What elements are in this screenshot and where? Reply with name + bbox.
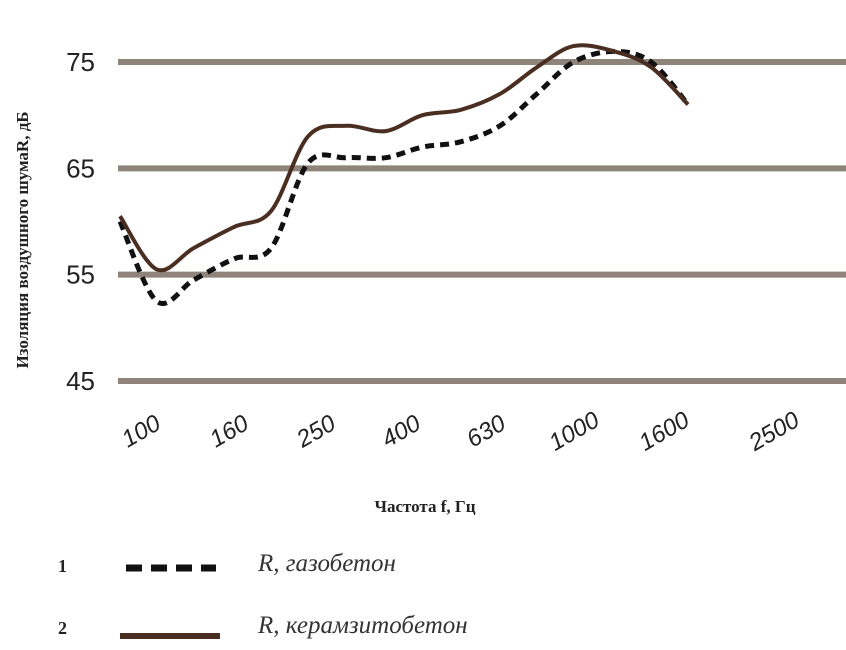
x-axis-title: Частота f, Гц <box>374 497 475 516</box>
series-line-1 <box>117 48 690 306</box>
y-tick-label: 45 <box>66 366 95 396</box>
chart: 45 55 65 75 100 160 250 400 630 1000 1600 2500 Изо… <box>13 43 846 516</box>
y-tick-labels: 45 55 65 75 <box>66 47 95 396</box>
legend-swatch-dashed <box>126 564 216 572</box>
legend-item-1: 1 R, газобетон <box>0 548 846 588</box>
x-tick-label: 2500 <box>744 406 805 457</box>
y-axis-title: Изоляция воздушного шумаR, дБ <box>13 111 32 368</box>
series-lines <box>117 43 690 306</box>
x-tick-label: 250 <box>291 409 341 453</box>
legend-number-2: 2 <box>58 618 67 638</box>
x-tick-label: 400 <box>377 409 426 453</box>
x-tick-label: 1600 <box>634 406 694 456</box>
x-tick-label: 100 <box>117 409 166 453</box>
x-tick-label: 160 <box>205 409 254 453</box>
legend-item-2: 2 R, керамзитобетон <box>0 610 846 650</box>
legend-label-1: R, газобетон <box>258 550 396 577</box>
y-tick-label: 55 <box>66 260 95 290</box>
legend-swatch-solid <box>120 633 220 639</box>
y-tick-label: 65 <box>66 153 95 183</box>
grid-lines <box>118 59 846 384</box>
x-tick-label: 1000 <box>544 406 604 456</box>
series-line-2 <box>118 43 690 273</box>
y-tick-label: 75 <box>66 47 95 77</box>
legend-label-2: R, керамзитобетон <box>258 612 468 639</box>
x-tick-label: 630 <box>462 409 511 453</box>
x-tick-labels: 100 160 250 400 630 1000 1600 2500 <box>117 406 805 457</box>
legend: 1 R, газобетон 2 R, керамзитобетон <box>0 540 846 648</box>
legend-number-1: 1 <box>58 556 67 576</box>
